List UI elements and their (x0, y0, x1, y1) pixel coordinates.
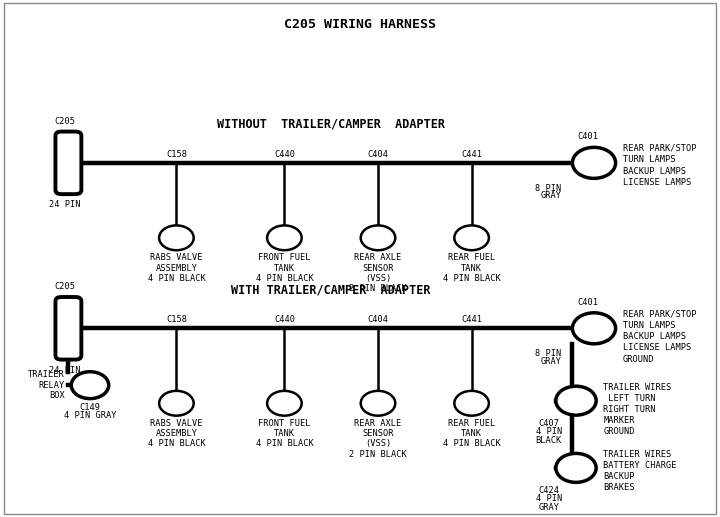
Text: BACKUP: BACKUP (603, 472, 635, 481)
Circle shape (572, 313, 616, 344)
Text: LICENSE LAMPS: LICENSE LAMPS (623, 178, 691, 187)
Text: BATTERY CHARGE: BATTERY CHARGE (603, 461, 677, 470)
Text: MARKER: MARKER (603, 416, 635, 425)
Text: REAR PARK/STOP: REAR PARK/STOP (623, 144, 696, 153)
Text: FRONT FUEL: FRONT FUEL (258, 419, 310, 428)
Text: 4 PIN BLACK: 4 PIN BLACK (148, 274, 205, 283)
Text: TRAILER WIRES: TRAILER WIRES (603, 383, 672, 392)
Text: 4 PIN BLACK: 4 PIN BLACK (256, 274, 313, 283)
Text: C404: C404 (367, 150, 389, 159)
Circle shape (267, 391, 302, 416)
Text: ASSEMBLY: ASSEMBLY (156, 264, 197, 272)
Text: (VSS): (VSS) (365, 439, 391, 448)
Text: REAR FUEL: REAR FUEL (448, 253, 495, 262)
Text: TRAILER: TRAILER (28, 370, 65, 379)
Text: GRAY: GRAY (541, 357, 562, 366)
Text: TRAILER WIRES: TRAILER WIRES (603, 450, 672, 460)
Text: TANK: TANK (461, 429, 482, 438)
Text: REAR FUEL: REAR FUEL (448, 419, 495, 428)
Circle shape (159, 225, 194, 250)
Text: RIGHT TURN: RIGHT TURN (603, 405, 656, 414)
Text: TANK: TANK (274, 429, 295, 438)
Text: C205 WIRING HARNESS: C205 WIRING HARNESS (284, 18, 436, 31)
Text: 8 PIN: 8 PIN (536, 184, 562, 192)
Text: BOX: BOX (49, 391, 65, 400)
Text: GROUND: GROUND (623, 355, 654, 364)
Text: RABS VALVE: RABS VALVE (150, 419, 202, 428)
Text: BACKUP LAMPS: BACKUP LAMPS (623, 166, 685, 176)
Text: TANK: TANK (274, 264, 295, 272)
Text: WITHOUT  TRAILER/CAMPER  ADAPTER: WITHOUT TRAILER/CAMPER ADAPTER (217, 117, 445, 131)
Text: C407: C407 (538, 419, 559, 428)
Text: C205: C205 (54, 282, 76, 291)
Text: FRONT FUEL: FRONT FUEL (258, 253, 310, 262)
Text: (VSS): (VSS) (365, 274, 391, 283)
Circle shape (267, 225, 302, 250)
Text: RABS VALVE: RABS VALVE (150, 253, 202, 262)
Text: 4 PIN BLACK: 4 PIN BLACK (148, 439, 205, 448)
Text: C441: C441 (461, 315, 482, 324)
Text: 4 PIN GRAY: 4 PIN GRAY (64, 411, 116, 420)
Text: LEFT TURN: LEFT TURN (603, 394, 656, 403)
Text: C149: C149 (79, 403, 101, 412)
Text: C401: C401 (577, 132, 599, 141)
Circle shape (454, 391, 489, 416)
Text: C404: C404 (367, 315, 389, 324)
Text: WITH TRAILER/CAMPER  ADAPTER: WITH TRAILER/CAMPER ADAPTER (231, 283, 431, 296)
Text: C440: C440 (274, 315, 295, 324)
Text: TANK: TANK (461, 264, 482, 272)
Circle shape (572, 147, 616, 178)
Text: SENSOR: SENSOR (362, 264, 394, 272)
Circle shape (556, 453, 596, 482)
Text: TURN LAMPS: TURN LAMPS (623, 321, 675, 330)
Text: C441: C441 (461, 150, 482, 159)
Text: BLACK: BLACK (536, 436, 562, 445)
Text: C401: C401 (577, 298, 599, 307)
Text: BACKUP LAMPS: BACKUP LAMPS (623, 332, 685, 341)
Text: ASSEMBLY: ASSEMBLY (156, 429, 197, 438)
Text: C158: C158 (166, 315, 187, 324)
Text: REAR AXLE: REAR AXLE (354, 253, 402, 262)
Text: 2 PIN BLACK: 2 PIN BLACK (349, 450, 407, 459)
Text: GRAY: GRAY (541, 191, 562, 200)
Text: 24 PIN: 24 PIN (49, 366, 81, 374)
Text: SENSOR: SENSOR (362, 429, 394, 438)
Text: 4 PIN: 4 PIN (536, 494, 562, 503)
Text: C424: C424 (538, 486, 559, 495)
Text: 24 PIN: 24 PIN (49, 200, 81, 209)
Text: 4 PIN BLACK: 4 PIN BLACK (256, 439, 313, 448)
Text: TURN LAMPS: TURN LAMPS (623, 155, 675, 164)
Text: 4 PIN BLACK: 4 PIN BLACK (443, 274, 500, 283)
Text: BRAKES: BRAKES (603, 483, 635, 492)
FancyBboxPatch shape (55, 297, 81, 360)
Circle shape (361, 391, 395, 416)
Text: C205: C205 (54, 117, 76, 126)
Circle shape (361, 225, 395, 250)
Text: 4 PIN: 4 PIN (536, 427, 562, 435)
Text: RELAY: RELAY (39, 381, 65, 390)
Text: REAR PARK/STOP: REAR PARK/STOP (623, 309, 696, 318)
Text: 8 PIN: 8 PIN (536, 349, 562, 358)
Circle shape (159, 391, 194, 416)
Text: REAR AXLE: REAR AXLE (354, 419, 402, 428)
Text: GRAY: GRAY (538, 503, 559, 512)
Text: LICENSE LAMPS: LICENSE LAMPS (623, 343, 691, 353)
Text: C440: C440 (274, 150, 295, 159)
Text: 2 PIN BLACK: 2 PIN BLACK (349, 284, 407, 293)
Text: C158: C158 (166, 150, 187, 159)
Circle shape (454, 225, 489, 250)
Circle shape (71, 372, 109, 399)
Circle shape (556, 386, 596, 415)
Text: GROUND: GROUND (603, 427, 635, 436)
Text: 4 PIN BLACK: 4 PIN BLACK (443, 439, 500, 448)
FancyBboxPatch shape (55, 131, 81, 194)
